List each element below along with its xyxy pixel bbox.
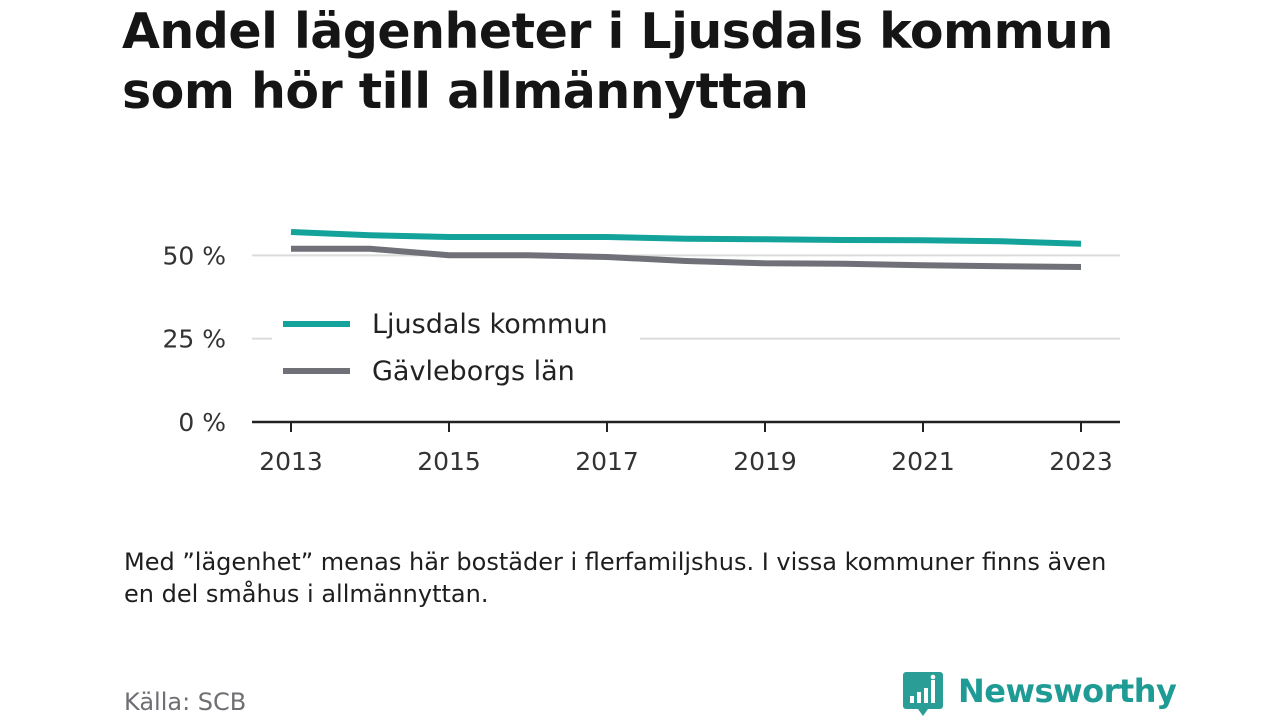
- x-tick-label: 2015: [417, 447, 481, 476]
- source-label: Källa: SCB: [124, 688, 247, 716]
- y-tick-label: 0 %: [178, 408, 226, 437]
- footnote: Med ”lägenhet” menas här bostäder i fler…: [124, 548, 1107, 608]
- y-tick-label: 25 %: [162, 325, 226, 354]
- x-tick-label: 2013: [259, 447, 323, 476]
- x-tick-label: 2019: [733, 447, 797, 476]
- series-line: [291, 245, 1082, 270]
- legend-label: Ljusdals kommun: [372, 309, 608, 340]
- series-lines: [290, 229, 1082, 270]
- chart-title: Andel lägenheter i Ljusdals kommun som h…: [122, 3, 1113, 120]
- x-tick-label: 2021: [891, 447, 955, 476]
- series-line: [290, 229, 1082, 247]
- legend-background: [272, 300, 640, 400]
- y-tick-label: 50 %: [162, 241, 226, 270]
- x-axis-ticks: 2013 2015 2017 2019 2021 2023: [259, 422, 1113, 476]
- legend-label: Gävleborgs län: [372, 356, 575, 387]
- brand-name: Newsworthy: [958, 672, 1177, 710]
- line-chart: 0 % 25 % 50 % 2013 2015 2017 2019 2021 2023 Lju…: [162, 229, 1120, 476]
- y-axis-ticks: 0 % 25 % 50 %: [162, 241, 226, 437]
- newsworthy-logo-icon: [903, 672, 943, 716]
- x-tick-label: 2023: [1049, 447, 1113, 476]
- x-tick-label: 2017: [575, 447, 639, 476]
- legend: Ljusdals kommun Gävleborgs län: [272, 300, 640, 400]
